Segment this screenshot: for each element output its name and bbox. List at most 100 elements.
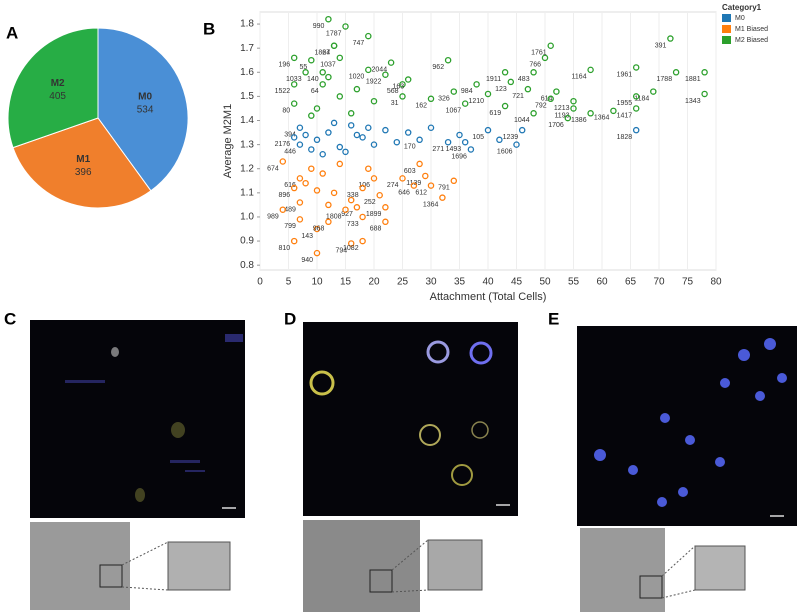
data-point: [382, 71, 389, 78]
point-label: 733: [347, 221, 359, 228]
data-point: [439, 194, 446, 201]
data-point: [325, 15, 332, 23]
data-point: [302, 69, 309, 76]
y-tick-label: 0.9: [240, 236, 254, 247]
data-point: [336, 143, 344, 151]
data-point: [325, 73, 332, 81]
point-label: 489: [284, 206, 296, 213]
point-label: 394: [284, 132, 296, 139]
point-label: 1020: [349, 74, 365, 81]
data-point: [308, 146, 315, 153]
data-point: [319, 81, 326, 88]
point-label: 1164: [572, 74, 587, 81]
point-label: 1961: [617, 71, 633, 78]
point-label: 64: [311, 88, 319, 95]
data-point: [359, 184, 366, 192]
data-point: [427, 182, 435, 189]
point-label: 1033: [286, 76, 302, 83]
data-point: [308, 112, 315, 119]
y-tick-label: 1.7: [240, 43, 254, 54]
data-point: [347, 122, 355, 129]
slice-value: 534: [137, 104, 154, 115]
data-point: [530, 110, 537, 117]
point-label: 1788: [657, 76, 673, 83]
x-tick-label: 35: [454, 277, 466, 288]
x-tick-label: 40: [482, 277, 494, 288]
point-label: 271: [432, 146, 444, 153]
legend-title: Category1: [722, 3, 762, 12]
data-point: [296, 124, 304, 131]
point-label: 196: [279, 62, 291, 69]
point-label: 984: [461, 88, 473, 95]
y-tick-label: 0.8: [240, 260, 254, 271]
data-point: [570, 97, 577, 105]
slice-value: 405: [49, 91, 66, 102]
data-point: [513, 141, 520, 148]
data-point: [353, 131, 361, 139]
data-point: [427, 95, 435, 103]
data-point: [336, 160, 344, 168]
data-point: [370, 97, 378, 105]
data-point: [330, 189, 338, 197]
data-point: [461, 138, 469, 146]
point-label: 391: [655, 42, 667, 49]
data-point: [422, 172, 429, 180]
data-point: [370, 175, 378, 182]
data-point: [456, 131, 463, 139]
point-label: 766: [529, 62, 541, 69]
data-point: [410, 182, 418, 189]
point-label: 1606: [497, 148, 513, 155]
data-point: [496, 136, 503, 144]
point-label: 962: [432, 64, 444, 71]
point-label: 1044: [514, 117, 530, 124]
data-point: [672, 69, 680, 76]
data-point: [359, 134, 366, 141]
data-point: [632, 64, 640, 71]
point-label: 792: [535, 103, 547, 110]
point-label: 1213: [554, 105, 570, 112]
data-point: [387, 59, 395, 66]
x-tick-label: 15: [340, 277, 352, 288]
point-label: 1522: [275, 88, 291, 95]
data-point: [330, 119, 338, 127]
point-label: 612: [415, 189, 427, 196]
data-point: [450, 177, 458, 185]
data-point: [336, 93, 344, 100]
legend-swatch: [722, 36, 731, 44]
panel-label: A: [6, 23, 18, 42]
x-tick-label: 80: [710, 277, 722, 288]
data-point: [290, 81, 298, 88]
slice-value: 396: [75, 167, 92, 178]
data-point: [501, 102, 509, 110]
data-point: [564, 114, 572, 122]
data-point: [308, 165, 315, 172]
data-point: [399, 81, 406, 88]
point-label: 1184: [634, 95, 649, 102]
point-label: 568: [387, 88, 399, 95]
data-point: [279, 158, 287, 165]
micrograph-c: [30, 320, 245, 610]
data-point: [610, 107, 617, 115]
point-label: 80: [282, 107, 290, 114]
point-label: 1911: [486, 76, 501, 83]
legend-label: M1 Biased: [735, 26, 768, 33]
point-label: 1210: [468, 98, 484, 105]
legend-swatch: [722, 14, 731, 22]
slice-label: M1: [76, 154, 90, 165]
data-point: [518, 126, 526, 134]
point-label: 55: [300, 64, 308, 71]
data-point: [444, 138, 452, 146]
data-point: [296, 216, 304, 223]
x-tick-label: 20: [368, 277, 380, 288]
data-point: [404, 129, 412, 136]
point-label: 1082: [343, 245, 359, 252]
data-point: [393, 138, 401, 146]
data-point: [667, 35, 674, 42]
point-label: 1364: [594, 115, 610, 122]
data-point: [325, 129, 332, 136]
data-point: [347, 196, 355, 204]
x-tick-label: 50: [539, 277, 551, 288]
data-point: [370, 141, 378, 148]
data-point: [359, 213, 366, 221]
